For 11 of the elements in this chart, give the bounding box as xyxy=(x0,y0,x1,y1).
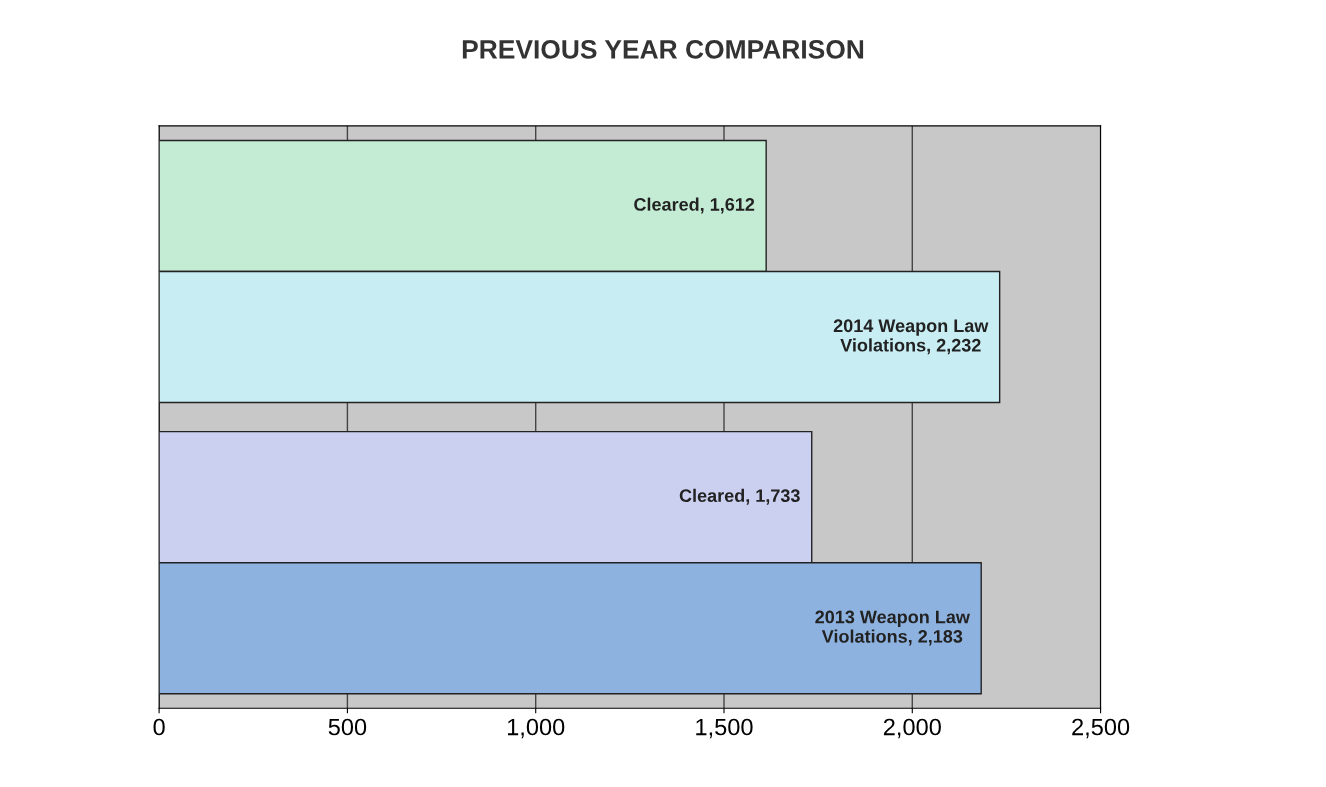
x-tick-label: 500 xyxy=(328,718,367,736)
x-tick-label: 1,000 xyxy=(507,718,565,739)
data-label: 2013 Weapon Law Violations, 2,183 xyxy=(815,610,970,646)
x-tick-label: 2,500 xyxy=(1072,718,1130,739)
chart-title: PREVIOUS YEAR COMPARISON xyxy=(462,40,864,59)
x-tick-label: 0 xyxy=(153,718,165,736)
x-tick-label: 2,000 xyxy=(883,718,941,739)
data-label: Cleared, 1,733 xyxy=(679,488,800,505)
data-label: Cleared, 1,612 xyxy=(634,197,755,214)
x-tick-label: 1,500 xyxy=(696,718,753,739)
data-label: 2014 Weapon Law Violations, 2,232 xyxy=(833,319,989,355)
